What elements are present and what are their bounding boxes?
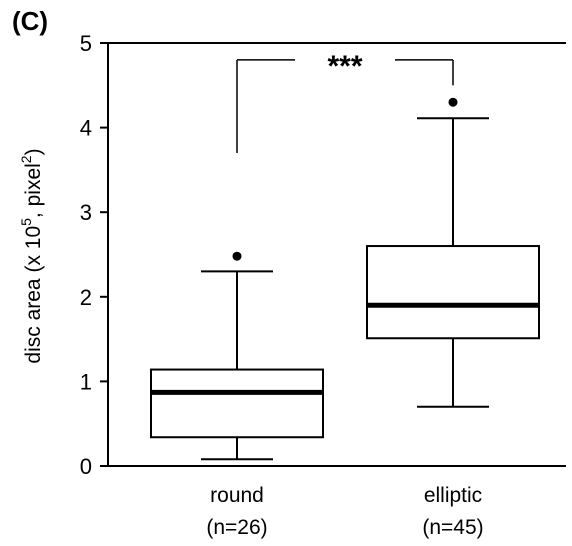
y-tick-label: 0 [80,454,92,479]
outlier-point [232,251,242,261]
y-axis-label-prefix: disc area (x 10 [22,226,45,364]
x-category-label: round [210,484,264,507]
y-tick-label: 5 [80,31,92,56]
y-tick-label: 3 [80,200,92,225]
panel-label: (C) [12,6,48,36]
outlier-point [448,97,458,107]
y-axis-label-suffix: ) [22,148,45,155]
y-tick-label: 2 [80,285,92,310]
x-category-count: (n=45) [422,516,483,539]
box-iqr [366,245,540,340]
y-axis-label-sup2: 2 [18,155,34,163]
x-category-label: elliptic [424,484,482,507]
significance-label: *** [327,50,362,83]
y-tick-label: 1 [80,369,92,394]
y-axis-label: disc area (x 105, pixel2) [18,148,45,363]
y-axis-label-middle: , pixel [22,163,45,218]
box-iqr [150,368,324,439]
y-tick-label: 4 [80,116,92,141]
x-category-count: (n=26) [206,516,267,539]
y-ticks: 0 1 2 3 4 5 [80,31,108,479]
chart-marks: round (n=26) elliptic (n=45) *** [150,50,540,539]
y-axis-label-sup1: 5 [18,218,34,226]
